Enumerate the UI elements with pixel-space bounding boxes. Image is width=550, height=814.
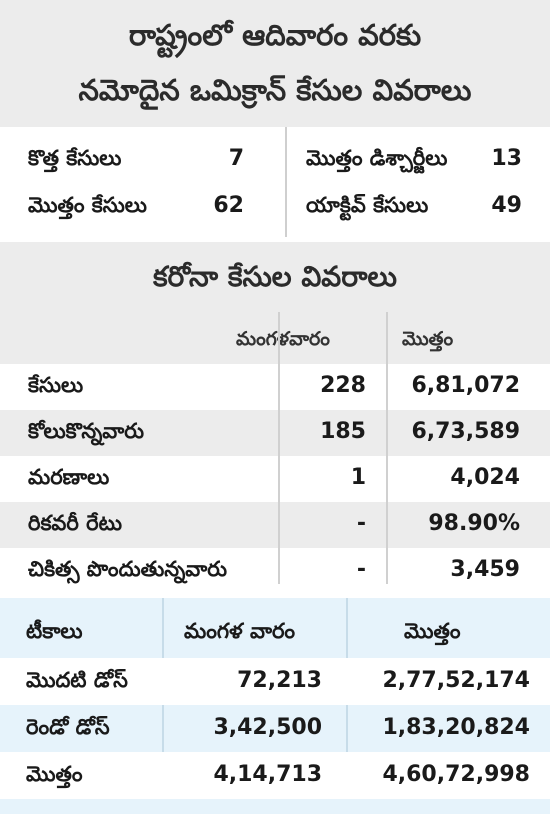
row-total: 98.90% (428, 511, 520, 536)
row-tuesday: 228 (320, 373, 366, 398)
column-divider (386, 312, 388, 584)
vaccine-col-total: మొత్తం (404, 619, 461, 643)
table-row: చికిత్స పొందుతున్నవారు - 3,459 (0, 548, 550, 594)
corona-section-header: కరోనా కేసుల వివరాలు (0, 242, 550, 312)
column-divider (285, 127, 287, 237)
row-label: చికిత్స పొందుతున్నవారు (28, 557, 227, 581)
table-row: రెండో డోస్ 3,42,500 1,83,20,824 (0, 705, 550, 752)
row-total: 6,73,589 (411, 419, 520, 444)
row-tuesday: 1 (350, 465, 366, 490)
row-total: 6,81,072 (411, 373, 520, 398)
row-label: మొత్తం (26, 762, 83, 786)
corona-title: కరోనా కేసుల వివరాలు (152, 260, 397, 293)
row-label: మొదటి డోస్ (26, 668, 128, 692)
table-row: కేసులు 228 6,81,072 (0, 364, 550, 410)
table-row: మరణాలు 1 4,024 (0, 456, 550, 502)
row-tuesday: - (356, 557, 366, 582)
row-tuesday: 185 (320, 419, 366, 444)
row-label: రెండో డోస్ (26, 715, 110, 739)
table-row: రికవరీ రేటు - 98.90% (0, 502, 550, 548)
total-discharged-value: 13 (491, 146, 522, 171)
vaccine-table: టీకాలు మంగళ వారం మొత్తం మొదటి డోస్ 72,21… (0, 598, 550, 814)
vaccine-col-tuesday: మంగళ వారం (184, 619, 296, 643)
table-row: కోలుకొన్నవారు 185 6,73,589 (0, 410, 550, 456)
row-tuesday: 3,42,500 (213, 715, 322, 740)
row-total: 2,77,52,174 (382, 668, 530, 693)
row-total: 1,83,20,824 (382, 715, 530, 740)
vaccine-col-label: టీకాలు (26, 619, 83, 643)
active-cases-label: యాక్టివ్ కేసులు (306, 193, 429, 217)
row-label: మరణాలు (28, 465, 110, 489)
new-cases-label: కొత్త కేసులు (28, 146, 122, 170)
row-tuesday: 4,14,713 (213, 762, 322, 787)
omicron-summary: కొత్త కేసులు 7 మొత్తం కేసులు 62 మొత్తం డ… (0, 127, 550, 237)
header-title-line2: నమోదైన ఒమిక్రాన్ కేసుల వివరాలు (78, 73, 472, 107)
header-panel: రాష్ట్రంలో ఆదివారం వరకు నమోదైన ఒమిక్రాన్… (0, 0, 550, 127)
corona-table: మంగళవారం మొత్తం కేసులు 228 6,81,072 కోలు… (0, 312, 550, 594)
header-title-line1: రాష్ట్రంలో ఆదివారం వరకు (128, 18, 422, 52)
row-tuesday: 72,213 (237, 668, 322, 693)
corona-col-tuesday: మంగళవారం (236, 328, 330, 350)
new-cases-value: 7 (228, 146, 244, 171)
column-divider (278, 312, 280, 584)
corona-col-total: మొత్తం (402, 328, 454, 350)
row-total: 4,60,72,998 (382, 762, 530, 787)
row-label: రికవరీ రేటు (28, 511, 123, 535)
table-row: మొదటి డోస్ 72,213 2,77,52,174 (0, 658, 550, 705)
row-tuesday: - (356, 511, 366, 536)
total-cases-label: మొత్తం కేసులు (28, 193, 147, 217)
total-discharged-label: మొత్తం డిశ్చార్జీలు (306, 146, 448, 170)
active-cases-value: 49 (491, 193, 522, 218)
row-total: 4,024 (450, 465, 520, 490)
total-cases-value: 62 (213, 193, 244, 218)
row-label: కోలుకొన్నవారు (28, 419, 145, 443)
row-total: 3,459 (450, 557, 520, 582)
table-row: మొత్తం 4,14,713 4,60,72,998 (0, 752, 550, 799)
row-label: కేసులు (28, 373, 84, 397)
